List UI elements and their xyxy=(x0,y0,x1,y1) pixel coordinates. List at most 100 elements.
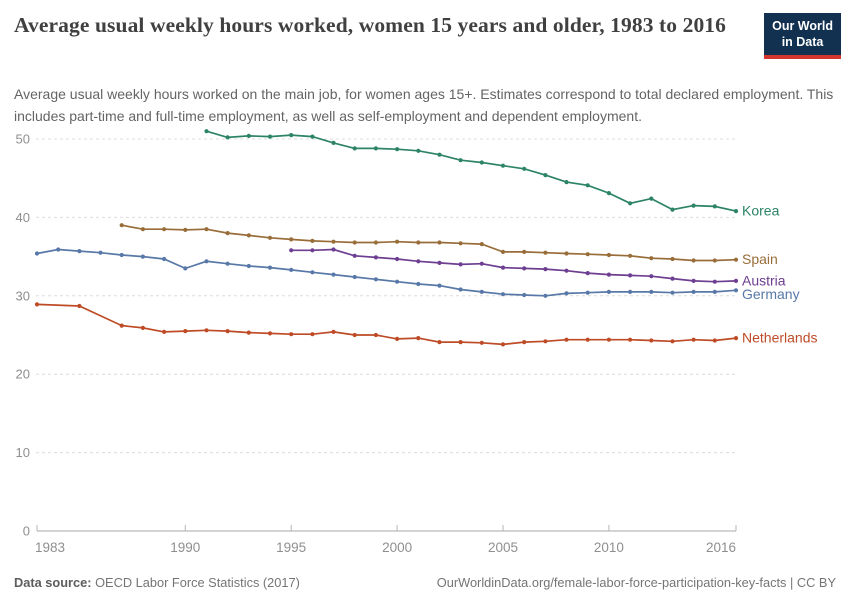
series-point xyxy=(585,183,590,188)
series-point xyxy=(246,263,251,269)
series-point xyxy=(77,249,82,254)
series-point xyxy=(267,235,273,240)
series-point xyxy=(670,276,675,281)
series-point xyxy=(416,148,421,153)
owid-logo[interactable]: Our World in Data xyxy=(764,13,841,59)
series-point xyxy=(733,209,739,214)
series-point xyxy=(267,265,273,270)
series-point xyxy=(691,258,696,263)
series-point xyxy=(437,340,442,345)
series-point xyxy=(289,248,294,253)
series-point xyxy=(500,163,506,168)
series-point xyxy=(162,256,167,262)
series-point xyxy=(585,271,590,276)
chart-footer: Data source: OECD Labor Force Statistics… xyxy=(14,575,836,590)
series-point xyxy=(712,279,717,284)
series-point xyxy=(352,274,357,280)
series-point xyxy=(733,288,739,293)
x-tick-label-1983: 1983 xyxy=(35,540,65,555)
series-point xyxy=(395,279,400,284)
series-point xyxy=(479,340,484,345)
y-tick-label-40: 40 xyxy=(16,210,30,225)
series-point xyxy=(373,240,378,245)
footer-link[interactable]: OurWorldinData.org/female-labor-force-pa… xyxy=(436,575,836,590)
series-point xyxy=(352,253,357,258)
series-point xyxy=(500,265,506,270)
series-point xyxy=(246,133,251,138)
series-point xyxy=(733,336,739,341)
series-label-netherlands[interactable]: Netherlands xyxy=(742,330,818,346)
series-point xyxy=(712,338,717,343)
x-tick-label-2010: 2010 xyxy=(594,540,624,555)
series-point xyxy=(479,289,484,294)
series-label-austria[interactable]: Austria xyxy=(742,272,786,288)
series-point xyxy=(183,266,188,271)
series-point xyxy=(310,134,315,139)
series-point xyxy=(606,191,612,196)
series-point xyxy=(77,303,82,309)
series-point xyxy=(649,338,654,343)
series-point xyxy=(246,233,251,238)
series-point xyxy=(628,253,633,258)
series-point xyxy=(628,289,633,294)
series-point xyxy=(395,336,400,341)
series-point xyxy=(331,140,336,145)
series-label-germany[interactable]: Germany xyxy=(742,286,800,302)
series-point xyxy=(373,146,378,151)
series-point xyxy=(310,248,315,253)
series-point xyxy=(479,160,484,165)
series-point xyxy=(564,268,569,273)
series-point xyxy=(522,249,527,254)
series-point xyxy=(352,240,357,245)
series-point xyxy=(733,278,739,283)
series-point xyxy=(437,240,442,245)
series-point xyxy=(352,146,357,151)
series-line-germany xyxy=(36,248,737,297)
series-point xyxy=(140,254,145,259)
series-point xyxy=(416,259,421,264)
series-point xyxy=(712,289,717,294)
series-point xyxy=(628,337,633,342)
series-point xyxy=(119,223,124,228)
y-tick-label-20: 20 xyxy=(16,367,30,382)
series-point xyxy=(564,291,569,296)
series-point xyxy=(289,133,294,138)
series-point xyxy=(56,247,61,252)
series-point xyxy=(395,147,400,152)
series-point xyxy=(204,227,209,232)
series-point xyxy=(416,281,421,287)
series-point xyxy=(585,290,590,295)
series-point xyxy=(670,290,675,295)
series-point xyxy=(691,337,696,342)
series-point xyxy=(458,287,463,292)
series-point xyxy=(606,272,612,277)
series-point xyxy=(267,134,273,139)
series-point xyxy=(416,336,421,341)
series-point xyxy=(225,231,230,236)
series-point xyxy=(500,292,506,297)
series-line-korea xyxy=(206,130,737,212)
series-point xyxy=(649,274,654,279)
series-point xyxy=(543,173,548,178)
series-point xyxy=(183,329,188,334)
x-tick-label-2005: 2005 xyxy=(488,540,518,555)
series-point xyxy=(500,342,506,347)
series-label-korea[interactable]: Korea xyxy=(742,203,780,219)
series-point xyxy=(246,330,251,335)
series-point xyxy=(628,201,633,206)
series-point xyxy=(691,203,696,208)
series-point xyxy=(606,337,612,342)
series-point xyxy=(649,256,654,261)
series-point xyxy=(649,289,654,294)
series-point xyxy=(373,332,378,338)
series-point xyxy=(183,227,188,232)
series-point xyxy=(606,252,612,258)
series-point xyxy=(310,238,315,243)
series-label-spain[interactable]: Spain xyxy=(742,251,778,267)
series-point xyxy=(670,256,675,262)
series-point xyxy=(34,302,40,307)
chart-canvas: 0 10 20 30 40 50 1983 1990 1995 2000 2005 2010 2016 K… xyxy=(16,129,818,555)
series-point xyxy=(733,257,739,262)
series-point xyxy=(606,289,612,294)
series-point xyxy=(458,241,463,246)
